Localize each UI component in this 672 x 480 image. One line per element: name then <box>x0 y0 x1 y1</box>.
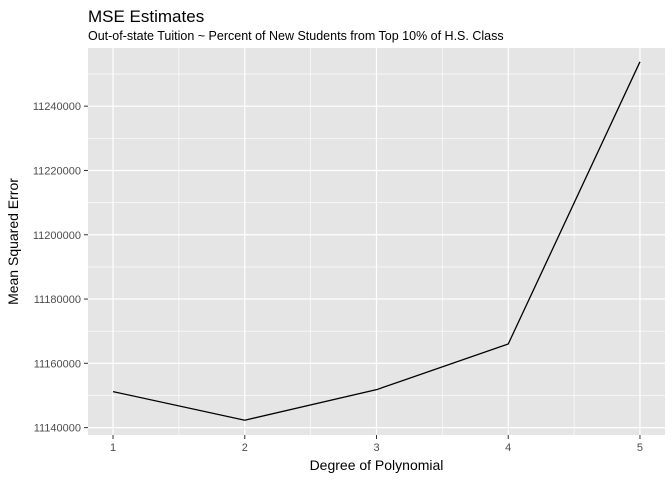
grid-major <box>88 48 665 435</box>
y-tick-label: 11220000 <box>33 165 81 177</box>
y-tick-label: 11140000 <box>34 423 81 435</box>
series-line <box>112 61 641 421</box>
y-axis: 11140000 11160000 11180000 11200000 11220000… <box>33 101 88 435</box>
chart-subtitle: Out-of-state Tuition ~ Percent of New St… <box>88 29 504 43</box>
y-tick-label: 11200000 <box>33 230 81 242</box>
y-axis-title: Mean Squared Error <box>5 178 21 305</box>
x-axis-title: Degree of Polynomial <box>310 457 444 473</box>
x-axis: 1 2 3 4 5 <box>110 435 643 454</box>
x-tick-label: 1 <box>110 442 116 454</box>
y-tick-label: 11240000 <box>33 101 81 113</box>
chart-title: MSE Estimates <box>88 7 204 26</box>
x-tick-label: 4 <box>505 442 511 454</box>
y-tick-label: 11160000 <box>34 358 81 370</box>
x-tick-label: 5 <box>637 442 643 454</box>
series-layer <box>112 61 641 421</box>
x-tick-label: 2 <box>242 442 248 454</box>
y-tick-label: 11180000 <box>34 294 81 306</box>
x-tick-label: 3 <box>373 442 379 454</box>
